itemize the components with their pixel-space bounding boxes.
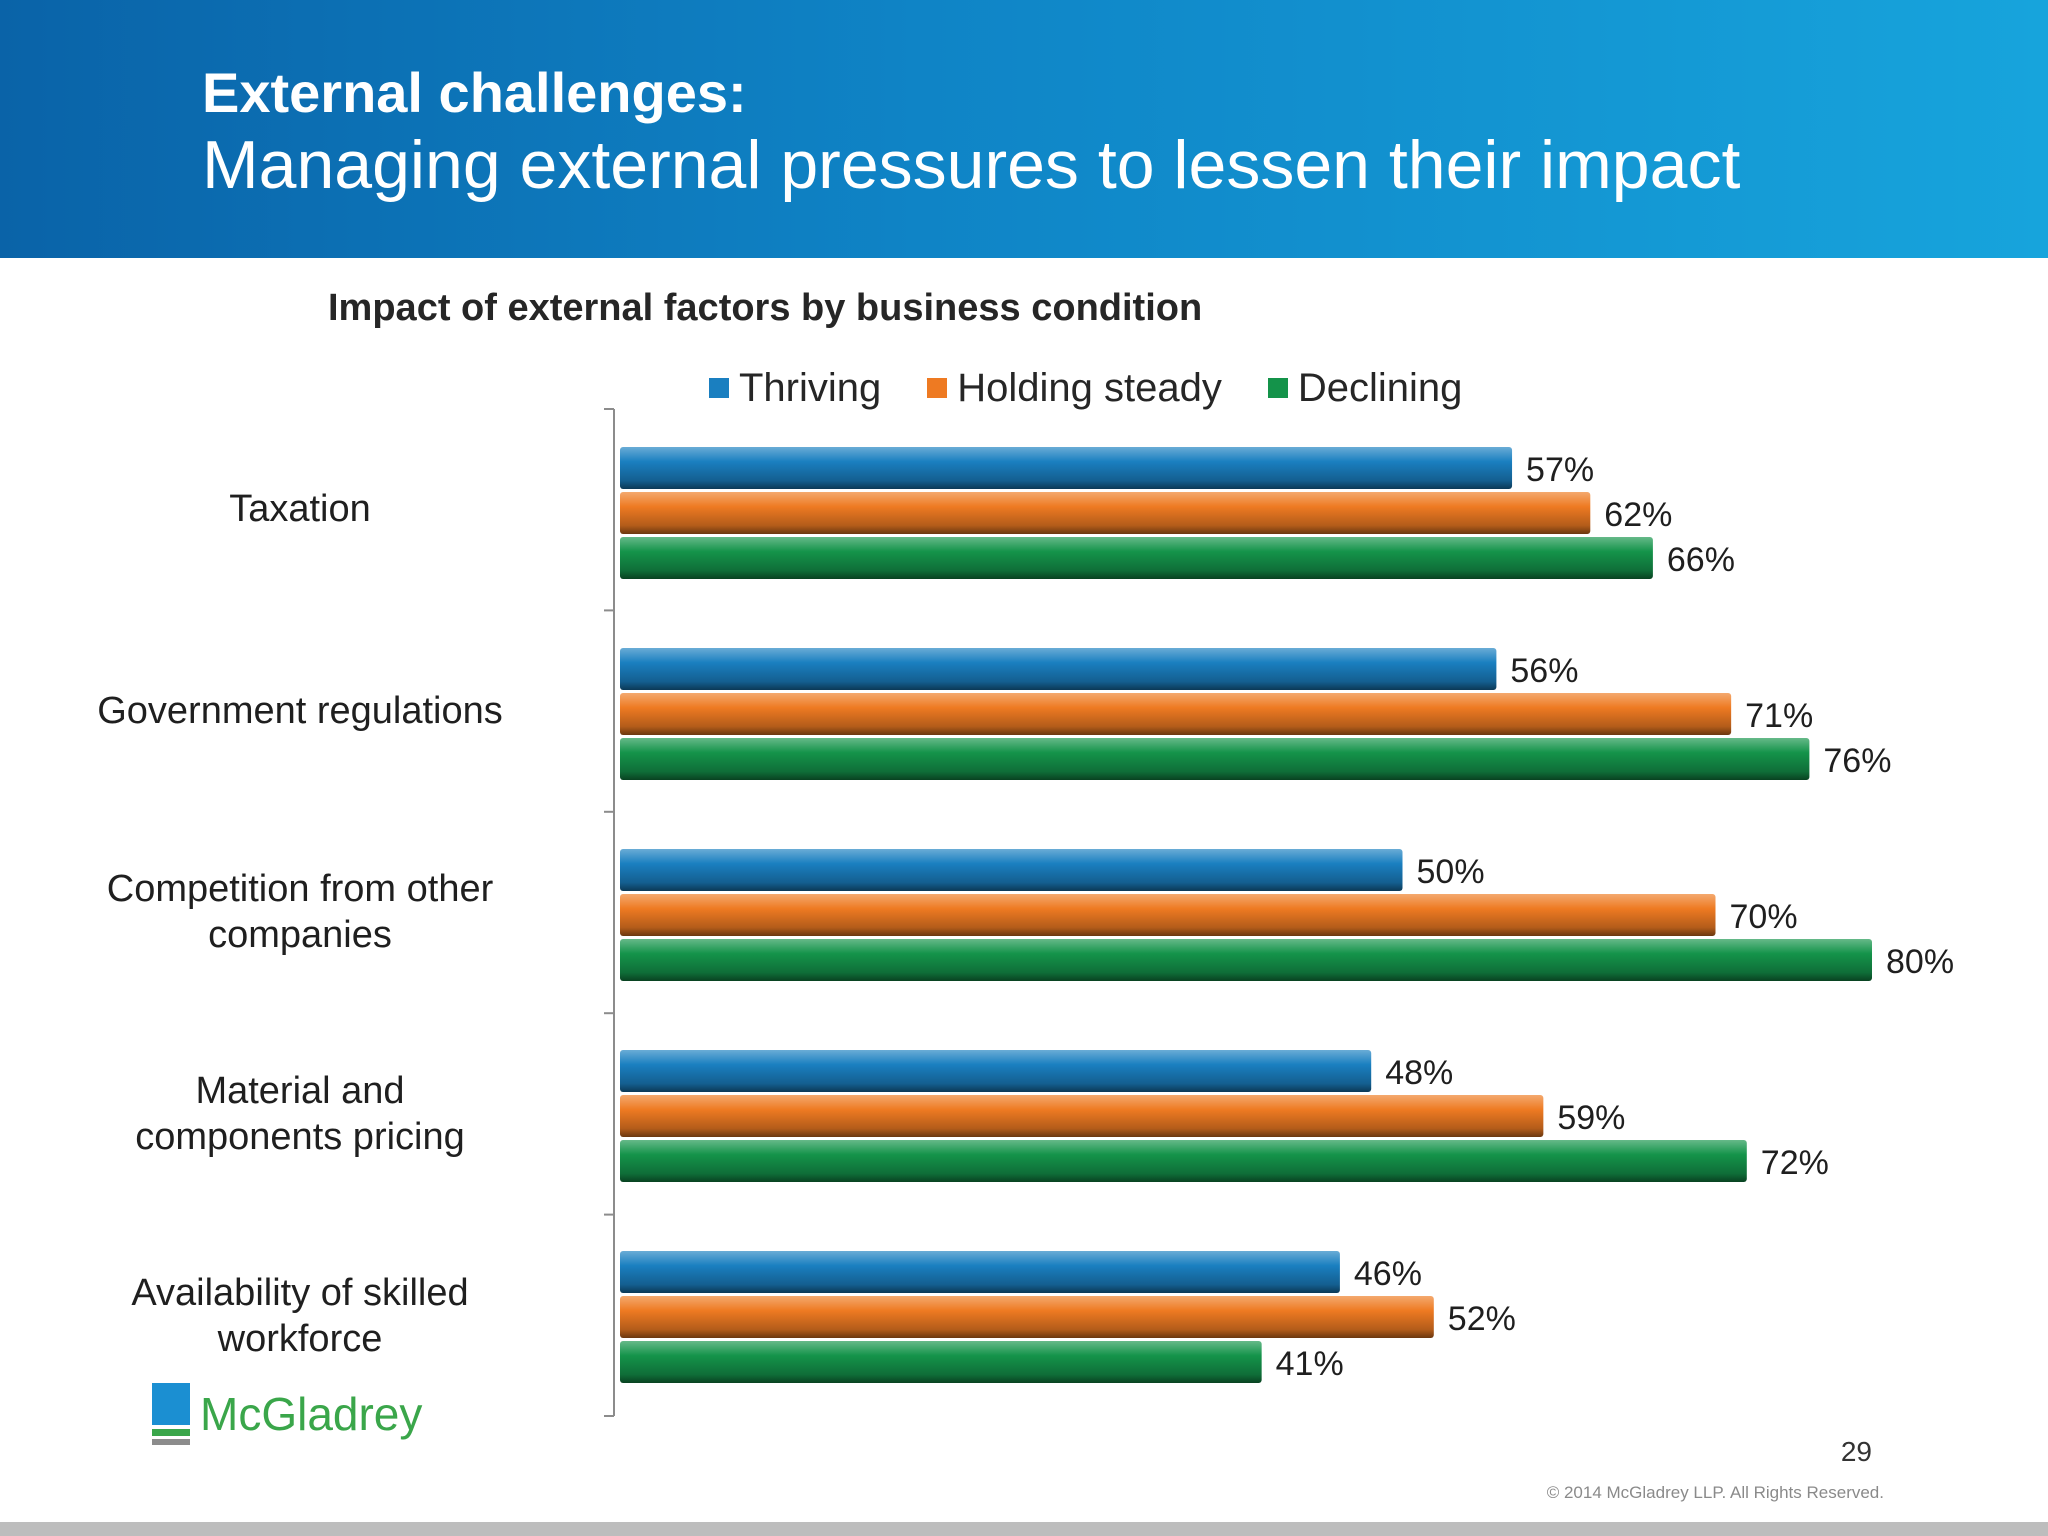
data-label-holding-steady: 71% [1745, 697, 1813, 735]
category-label-line: Government regulations [97, 690, 503, 732]
data-label-declining: 80% [1886, 943, 1954, 981]
category-label-line: Material and [195, 1070, 405, 1112]
legend-item-thriving: Thriving [709, 366, 881, 411]
bar-thriving [620, 648, 1497, 690]
data-label-holding-steady: 52% [1448, 1300, 1516, 1338]
category-label-skilled-workforce: Availability of skilled workforce [20, 1270, 580, 1362]
category-label-line: workforce [217, 1318, 383, 1360]
bar-thriving [620, 849, 1403, 891]
chart-title: Impact of external factors by business c… [328, 287, 1203, 329]
data-label-thriving: 56% [1510, 652, 1578, 690]
category-label-line: companies [208, 914, 392, 956]
data-label-thriving: 50% [1417, 853, 1485, 891]
mcgladrey-logo: McGladrey [152, 1383, 422, 1445]
bar-declining [620, 1341, 1262, 1383]
header-band: External challenges: Managing external p… [0, 0, 2048, 258]
data-label-declining: 72% [1761, 1144, 1829, 1182]
data-label-holding-steady: 59% [1557, 1099, 1625, 1137]
logo-text: McGladrey [200, 1388, 423, 1440]
bar-declining [620, 738, 1810, 780]
legend-swatch-holding-steady [927, 378, 948, 398]
category-label-line: Taxation [229, 488, 371, 530]
category-label-competition: Competition from other companies [20, 866, 580, 958]
chart-legend: Thriving Holding steady Declining [709, 366, 1508, 410]
page-number: 29 [1840, 1436, 1872, 1467]
bar-declining [620, 939, 1872, 981]
bar-thriving [620, 447, 1513, 489]
bar-thriving [620, 1050, 1372, 1092]
category-label-line: Availability of skilled [131, 1272, 469, 1314]
data-label-declining: 66% [1667, 541, 1735, 579]
bar-declining [620, 1140, 1747, 1182]
category-label-material-pricing: Material and components pricing [20, 1068, 580, 1160]
legend-item-declining: Declining [1267, 365, 1463, 411]
data-label-declining: 76% [1823, 742, 1891, 780]
data-label-thriving: 57% [1526, 451, 1594, 489]
bar-holding-steady [620, 693, 1732, 735]
footer-bar [0, 1522, 2048, 1536]
data-label-thriving: 48% [1385, 1054, 1453, 1092]
category-label-line: Competition from other [106, 868, 494, 910]
data-label-holding-steady: 70% [1730, 898, 1798, 936]
slide-subtitle: Managing external pressures to lessen th… [202, 127, 1741, 203]
bar-holding-steady [620, 1095, 1544, 1137]
legend-item-holding-steady: Holding steady [927, 366, 1222, 411]
legend-swatch-declining [1267, 378, 1288, 398]
data-label-thriving: 46% [1354, 1255, 1422, 1293]
category-label-taxation: Taxation [20, 486, 580, 532]
bar-holding-steady [620, 1296, 1434, 1338]
logo-mark-icon [152, 1383, 190, 1445]
data-label-declining: 41% [1276, 1345, 1344, 1383]
legend-swatch-thriving [709, 378, 729, 398]
legend-label-declining: Declining [1297, 365, 1463, 410]
bar-holding-steady [620, 894, 1716, 936]
category-label-government-regulations: Government regulations [20, 688, 580, 734]
bar-holding-steady [620, 492, 1591, 534]
slide-title: External challenges: [202, 61, 747, 124]
bar-thriving [620, 1251, 1340, 1293]
category-label-line: components pricing [135, 1116, 465, 1158]
bar-declining [620, 537, 1653, 579]
data-label-holding-steady: 62% [1604, 496, 1672, 534]
legend-label-thriving: Thriving [739, 365, 882, 410]
legend-label-holding-steady: Holding steady [957, 365, 1222, 410]
copyright-text: © 2014 McGladrey LLP. All Rights Reserve… [1546, 1483, 1884, 1502]
